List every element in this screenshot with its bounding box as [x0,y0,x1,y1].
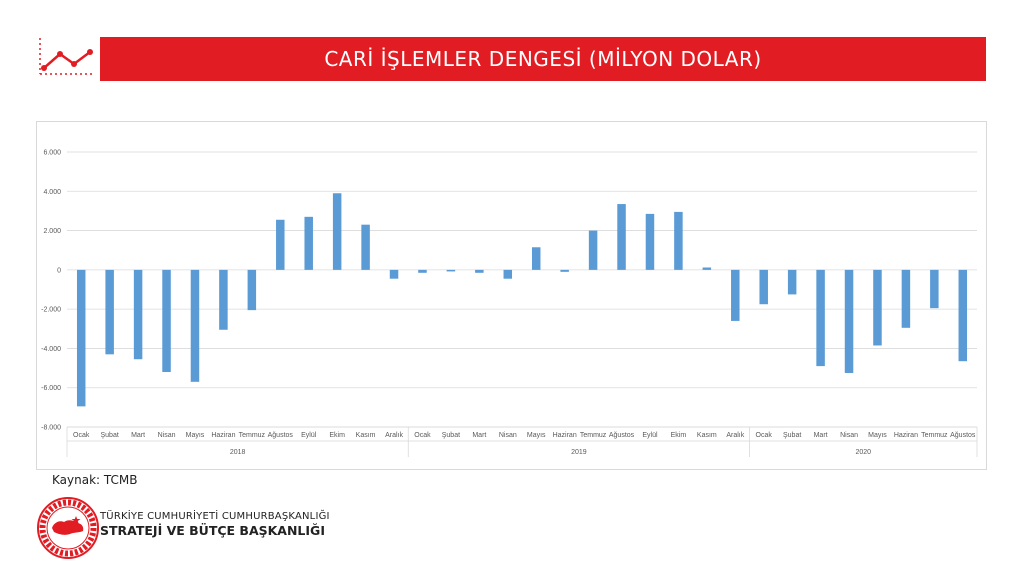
bar [674,211,683,270]
bar [873,269,882,346]
month-tick-label: Temmuz [239,432,266,439]
page-title: CARİ İŞLEMLER DENGESİ (MİLYON DOLAR) [100,37,986,81]
month-tick-label: Kasım [697,432,717,439]
bar [475,269,484,273]
bar [190,269,200,382]
month-tick-label: Ekim [329,432,345,439]
month-tick-label: Nisan [158,432,176,439]
bar [731,269,740,321]
institution-seal-logo [37,497,99,559]
bar [247,269,257,311]
bar [418,269,427,273]
bar [958,269,968,362]
y-tick-label: 2.000 [43,228,61,235]
year-group-label: 2018 [230,449,246,456]
org-name-line2: STRATEJİ VE BÜTÇE BAŞKANLIĞI [100,523,325,538]
month-tick-label: Nisan [499,432,517,439]
y-tick-label: -4.000 [41,346,61,353]
y-tick-label: -8.000 [41,425,61,432]
month-tick-label: Temmuz [921,432,948,439]
month-tick-label: Ağustos [950,432,976,439]
y-tick-label: -2.000 [41,307,61,314]
bar [702,267,712,270]
bar [105,269,114,355]
y-tick-label: 6.000 [43,150,61,157]
month-tick-label: Ekim [671,432,687,439]
month-tick-label: Şubat [783,432,801,439]
bar [446,269,456,272]
month-tick-label: Haziran [894,432,918,439]
month-tick-label: Mart [472,432,486,439]
month-tick-label: Mayıs [868,432,887,439]
y-tick-label: 4.000 [43,189,61,196]
org-name-line1: TÜRKİYE CUMHURİYETİ CUMHURBAŞKANLIĞI [100,511,330,522]
trend-line-icon [39,38,93,75]
bar [617,204,626,270]
month-tick-label: Aralık [726,432,744,439]
bar [759,269,768,305]
month-tick-label: Mayıs [527,432,546,439]
month-tick-label: Temmuz [580,432,607,439]
month-tick-label: Mart [814,432,828,439]
bar [787,269,797,295]
month-tick-label: Kasım [356,432,376,439]
bar [816,269,825,367]
bar [304,216,313,270]
bar [219,269,228,330]
y-tick-label: 0 [57,267,61,274]
bar [560,269,569,272]
bar [332,193,342,270]
year-group-label: 2019 [571,449,587,456]
month-tick-label: Eylül [301,432,317,439]
month-tick-label: Ocak [73,432,90,439]
bar [531,247,541,270]
chart-frame: 6.000 4.000 2.000 0 -2.000 -4.000 -6.000 -8.000… [36,121,987,470]
bar [844,269,854,373]
bar [162,269,171,372]
year-group-label: 2020 [855,449,871,456]
month-tick-label: Nisan [840,432,858,439]
bar [276,219,285,270]
bar [503,269,513,279]
y-tick-label: -6.000 [41,385,61,392]
bar [361,224,370,270]
bar [133,269,143,360]
month-tick-label: Haziran [553,432,577,439]
month-tick-label: Ağustos [268,432,294,439]
page-title-text: CARİ İŞLEMLER DENGESİ (MİLYON DOLAR) [324,47,762,71]
bar [76,269,86,407]
month-tick-label: Ağustos [609,432,635,439]
bar [901,269,911,328]
month-tick-label: Ocak [756,432,773,439]
month-tick-label: Mayıs [186,432,205,439]
current-account-bar-chart: 6.000 4.000 2.000 0 -2.000 -4.000 -6.000 -8.000… [41,150,978,457]
month-tick-label: Aralık [385,432,403,439]
month-tick-label: Ocak [414,432,431,439]
month-tick-label: Şubat [442,432,460,439]
source-note: Kaynak: TCMB [52,473,138,487]
month-tick-label: Şubat [101,432,119,439]
month-tick-label: Mart [131,432,145,439]
month-tick-label: Eylül [642,432,658,439]
bar [930,269,939,309]
month-tick-label: Haziran [211,432,235,439]
bar [389,269,399,279]
bar [588,230,598,270]
bar [645,213,655,270]
